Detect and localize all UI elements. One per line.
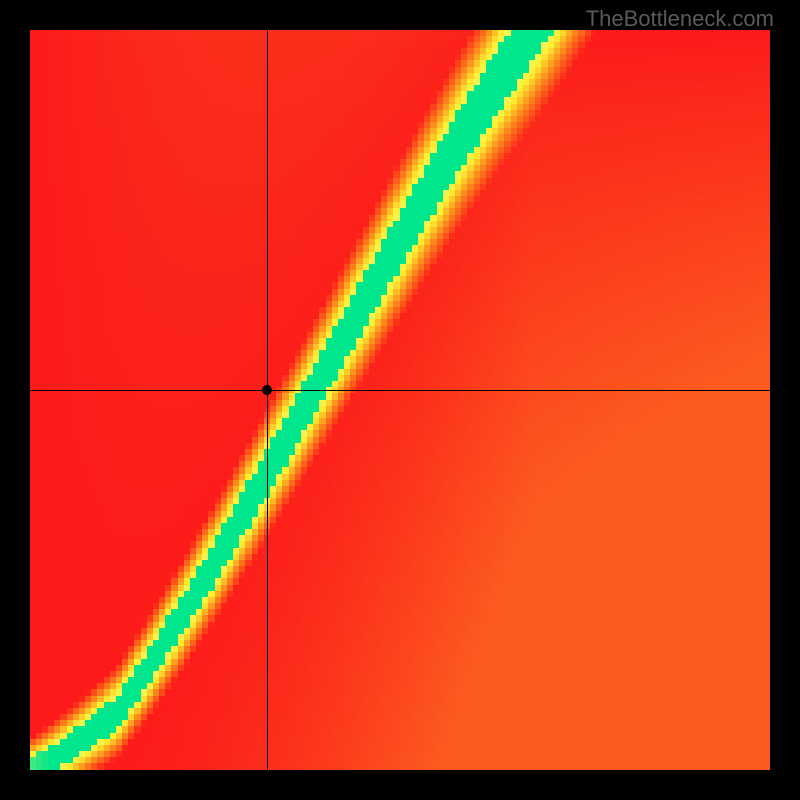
chart-container: TheBottleneck.com (0, 0, 800, 800)
watermark-text: TheBottleneck.com (586, 6, 774, 32)
bottleneck-heatmap (30, 30, 770, 770)
plot-area (30, 30, 770, 770)
